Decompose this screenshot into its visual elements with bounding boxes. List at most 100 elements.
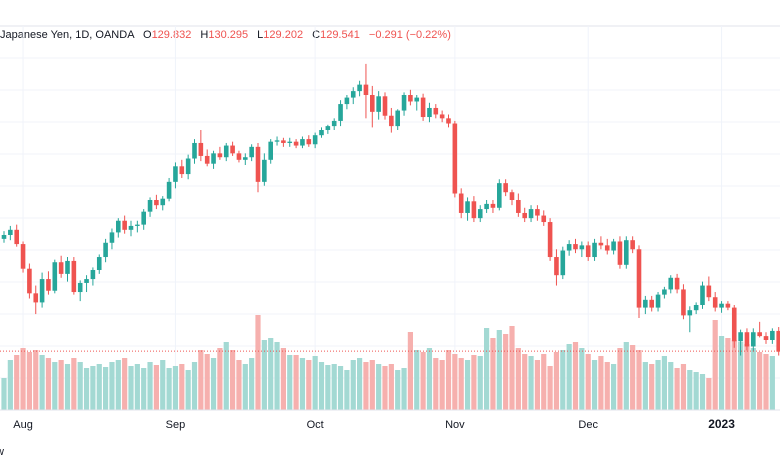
- candle-body: [8, 229, 13, 235]
- volume-bar: [83, 368, 90, 410]
- volume-bar: [426, 348, 433, 410]
- chart-legend: Japanese Yen, 1D, OANDA O129.832 H130.29…: [0, 29, 451, 41]
- candle-body: [497, 183, 502, 208]
- x-tick-label: Nov: [445, 419, 465, 431]
- candle-body: [712, 297, 718, 308]
- volume-bar: [350, 360, 356, 410]
- candle-body: [528, 209, 534, 219]
- candle-body: [204, 155, 210, 164]
- volume-bar: [122, 358, 128, 410]
- volume-bar: [274, 342, 280, 410]
- candle-body: [1, 235, 7, 239]
- volume-bar: [382, 366, 388, 410]
- volume-bar: [39, 355, 45, 410]
- candle-body: [90, 270, 96, 280]
- volume-bar: [141, 368, 147, 410]
- volume-bar: [661, 356, 667, 410]
- candle-body: [376, 96, 381, 112]
- volume-bar: [179, 364, 185, 410]
- candle-body: [281, 140, 286, 143]
- volume-bar: [630, 345, 636, 410]
- candle-body: [58, 262, 64, 274]
- volume-bar: [464, 360, 471, 410]
- volume-bar: [712, 320, 718, 410]
- candle-body: [624, 240, 629, 265]
- volume-bar: [528, 356, 534, 410]
- candle-body: [471, 201, 477, 219]
- volume-bar: [337, 366, 344, 410]
- volume-bars: [1, 315, 775, 410]
- volume-bar: [255, 315, 261, 410]
- volume-bar: [134, 364, 140, 410]
- candle-body: [293, 141, 299, 146]
- candle-body: [325, 126, 331, 130]
- candle-body: [630, 240, 635, 250]
- volume-bar: [318, 362, 325, 410]
- candle-body: [516, 200, 521, 213]
- volume-bar: [363, 362, 369, 410]
- volume-bar: [623, 342, 629, 410]
- candle-body: [414, 97, 420, 102]
- candle-body: [458, 193, 464, 213]
- candle-body: [71, 260, 77, 293]
- volume-bar: [280, 348, 286, 410]
- volume-bar: [230, 350, 236, 410]
- candle-body: [230, 145, 235, 154]
- candle-body: [617, 241, 623, 265]
- volume-bar: [674, 368, 680, 410]
- volume-bar: [668, 362, 674, 410]
- candle-body: [554, 257, 559, 276]
- candle-body: [274, 140, 280, 142]
- volume-bar: [14, 355, 20, 410]
- volume-bar: [445, 350, 452, 410]
- volume-bar: [153, 365, 159, 410]
- candle-body: [668, 277, 674, 290]
- candle-body: [522, 212, 527, 219]
- volume-bar: [147, 362, 153, 410]
- volume-bar: [636, 350, 642, 410]
- volume-bar: [71, 358, 77, 410]
- candle-body: [147, 200, 153, 212]
- volume-bar: [223, 342, 229, 410]
- candle-body: [46, 279, 51, 291]
- volume-bar: [90, 366, 96, 410]
- volume-bar: [58, 360, 64, 410]
- volume-bar: [45, 358, 52, 410]
- volume-bar: [503, 334, 509, 410]
- candle-body: [14, 229, 19, 245]
- candle-body: [547, 222, 553, 258]
- low-label: L: [257, 29, 264, 41]
- candle-body: [490, 203, 496, 208]
- volume-bar: [312, 356, 318, 410]
- candle-body: [173, 166, 178, 182]
- candle-body: [744, 332, 750, 347]
- volume-bar: [414, 350, 420, 410]
- symbol-text: Japanese Yen, 1D, OANDA: [0, 29, 134, 41]
- low-value: 129.202: [263, 29, 304, 41]
- volume-bar: [172, 366, 179, 410]
- candle-body: [223, 145, 229, 158]
- candle-body: [484, 203, 489, 210]
- volume-bar: [642, 362, 648, 410]
- candle-body: [243, 157, 248, 160]
- high-label: H: [200, 29, 209, 41]
- volume-bar: [522, 354, 528, 410]
- candle-body: [395, 110, 400, 127]
- candle-body: [604, 245, 610, 251]
- volume-bar: [344, 370, 350, 410]
- candle-body: [154, 200, 159, 206]
- volume-bar: [166, 368, 172, 410]
- candle-body: [192, 142, 197, 159]
- candle-body: [509, 192, 515, 200]
- volume-bar: [515, 348, 521, 410]
- volume-bar: [395, 370, 401, 410]
- volume-bar: [376, 364, 382, 410]
- volume-bar: [738, 342, 744, 410]
- candle-body: [382, 96, 388, 116]
- candle-body: [751, 332, 756, 347]
- volume-bar: [598, 356, 604, 410]
- volume-bar: [585, 354, 591, 410]
- candle-body: [401, 95, 407, 111]
- candle-body: [96, 257, 102, 270]
